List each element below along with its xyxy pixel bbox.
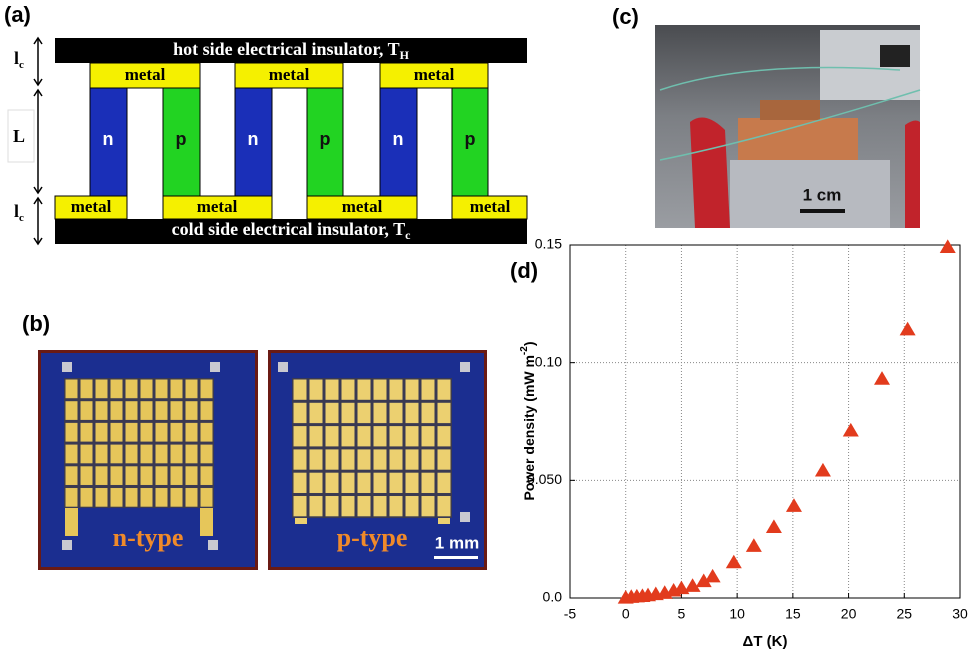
x-tick-label: 10	[729, 606, 745, 622]
panel-label: (d)	[510, 258, 538, 283]
thermoelectric-diagram: hot side electrical insulator, TH metal …	[8, 38, 527, 244]
hot-side-label: hot side electrical insulator, TH	[173, 39, 410, 62]
dim-label: L	[13, 126, 25, 146]
data-point	[843, 423, 859, 437]
leg-label: p	[320, 129, 331, 149]
x-tick-label: -5	[564, 606, 577, 622]
x-tick-label: 15	[785, 606, 801, 622]
y-tick-label: 0.10	[535, 353, 562, 369]
photo-label: n-type	[113, 523, 184, 552]
metal-label: metal	[470, 197, 511, 216]
x-axis-label: ΔT (K)	[743, 633, 788, 650]
data-point	[746, 538, 762, 552]
scale-label: 1 cm	[803, 185, 842, 204]
x-tick-label: 30	[952, 606, 968, 622]
data-point	[786, 498, 802, 512]
leg-label: n	[393, 129, 404, 149]
metal-label: metal	[342, 197, 383, 216]
leg-label: n	[248, 129, 259, 149]
leg-label: p	[176, 129, 187, 149]
setup-photo: 1 cm	[655, 25, 920, 228]
scale-label: 1 mm	[435, 533, 479, 552]
panel-label: (c)	[612, 4, 639, 29]
data-point	[815, 463, 831, 477]
data-point	[900, 322, 916, 336]
panel-label: (b)	[22, 311, 50, 336]
data-point	[766, 519, 782, 533]
data-point	[726, 555, 742, 569]
metal-label: metal	[414, 65, 455, 84]
metal-label: metal	[125, 65, 166, 84]
panel-label: (a)	[4, 2, 31, 27]
device-photo-p: p-type 1 mm	[268, 350, 487, 570]
data-point	[940, 239, 956, 253]
metal-label: metal	[71, 197, 112, 216]
x-tick-label: 5	[678, 606, 686, 622]
photo-label: p-type	[337, 523, 408, 552]
leg-label: p	[465, 129, 476, 149]
scale-bar	[434, 556, 478, 559]
device-photo-n: n-type	[38, 350, 258, 570]
x-tick-label: 25	[896, 606, 912, 622]
y-tick-label: 0.050	[527, 471, 562, 487]
cold-side-label: cold side electrical insulator, Tc	[172, 219, 412, 242]
dim-label: lc	[14, 48, 24, 70]
data-point	[874, 371, 890, 385]
y-tick-label: 0.15	[535, 236, 562, 252]
scale-bar	[800, 209, 845, 213]
x-tick-label: 20	[841, 606, 857, 622]
dimension-arrows	[34, 38, 42, 244]
figure: (a) (b) (c) (d) hot side electrical insu…	[0, 0, 972, 660]
data-point	[705, 569, 721, 583]
metal-label: metal	[269, 65, 310, 84]
y-tick-label: 0.0	[543, 589, 563, 605]
plot-frame	[570, 245, 960, 598]
dim-label: lc	[14, 201, 24, 223]
metal-label: metal	[197, 197, 238, 216]
leg-label: n	[103, 129, 114, 149]
x-tick-label: 0	[622, 606, 630, 622]
